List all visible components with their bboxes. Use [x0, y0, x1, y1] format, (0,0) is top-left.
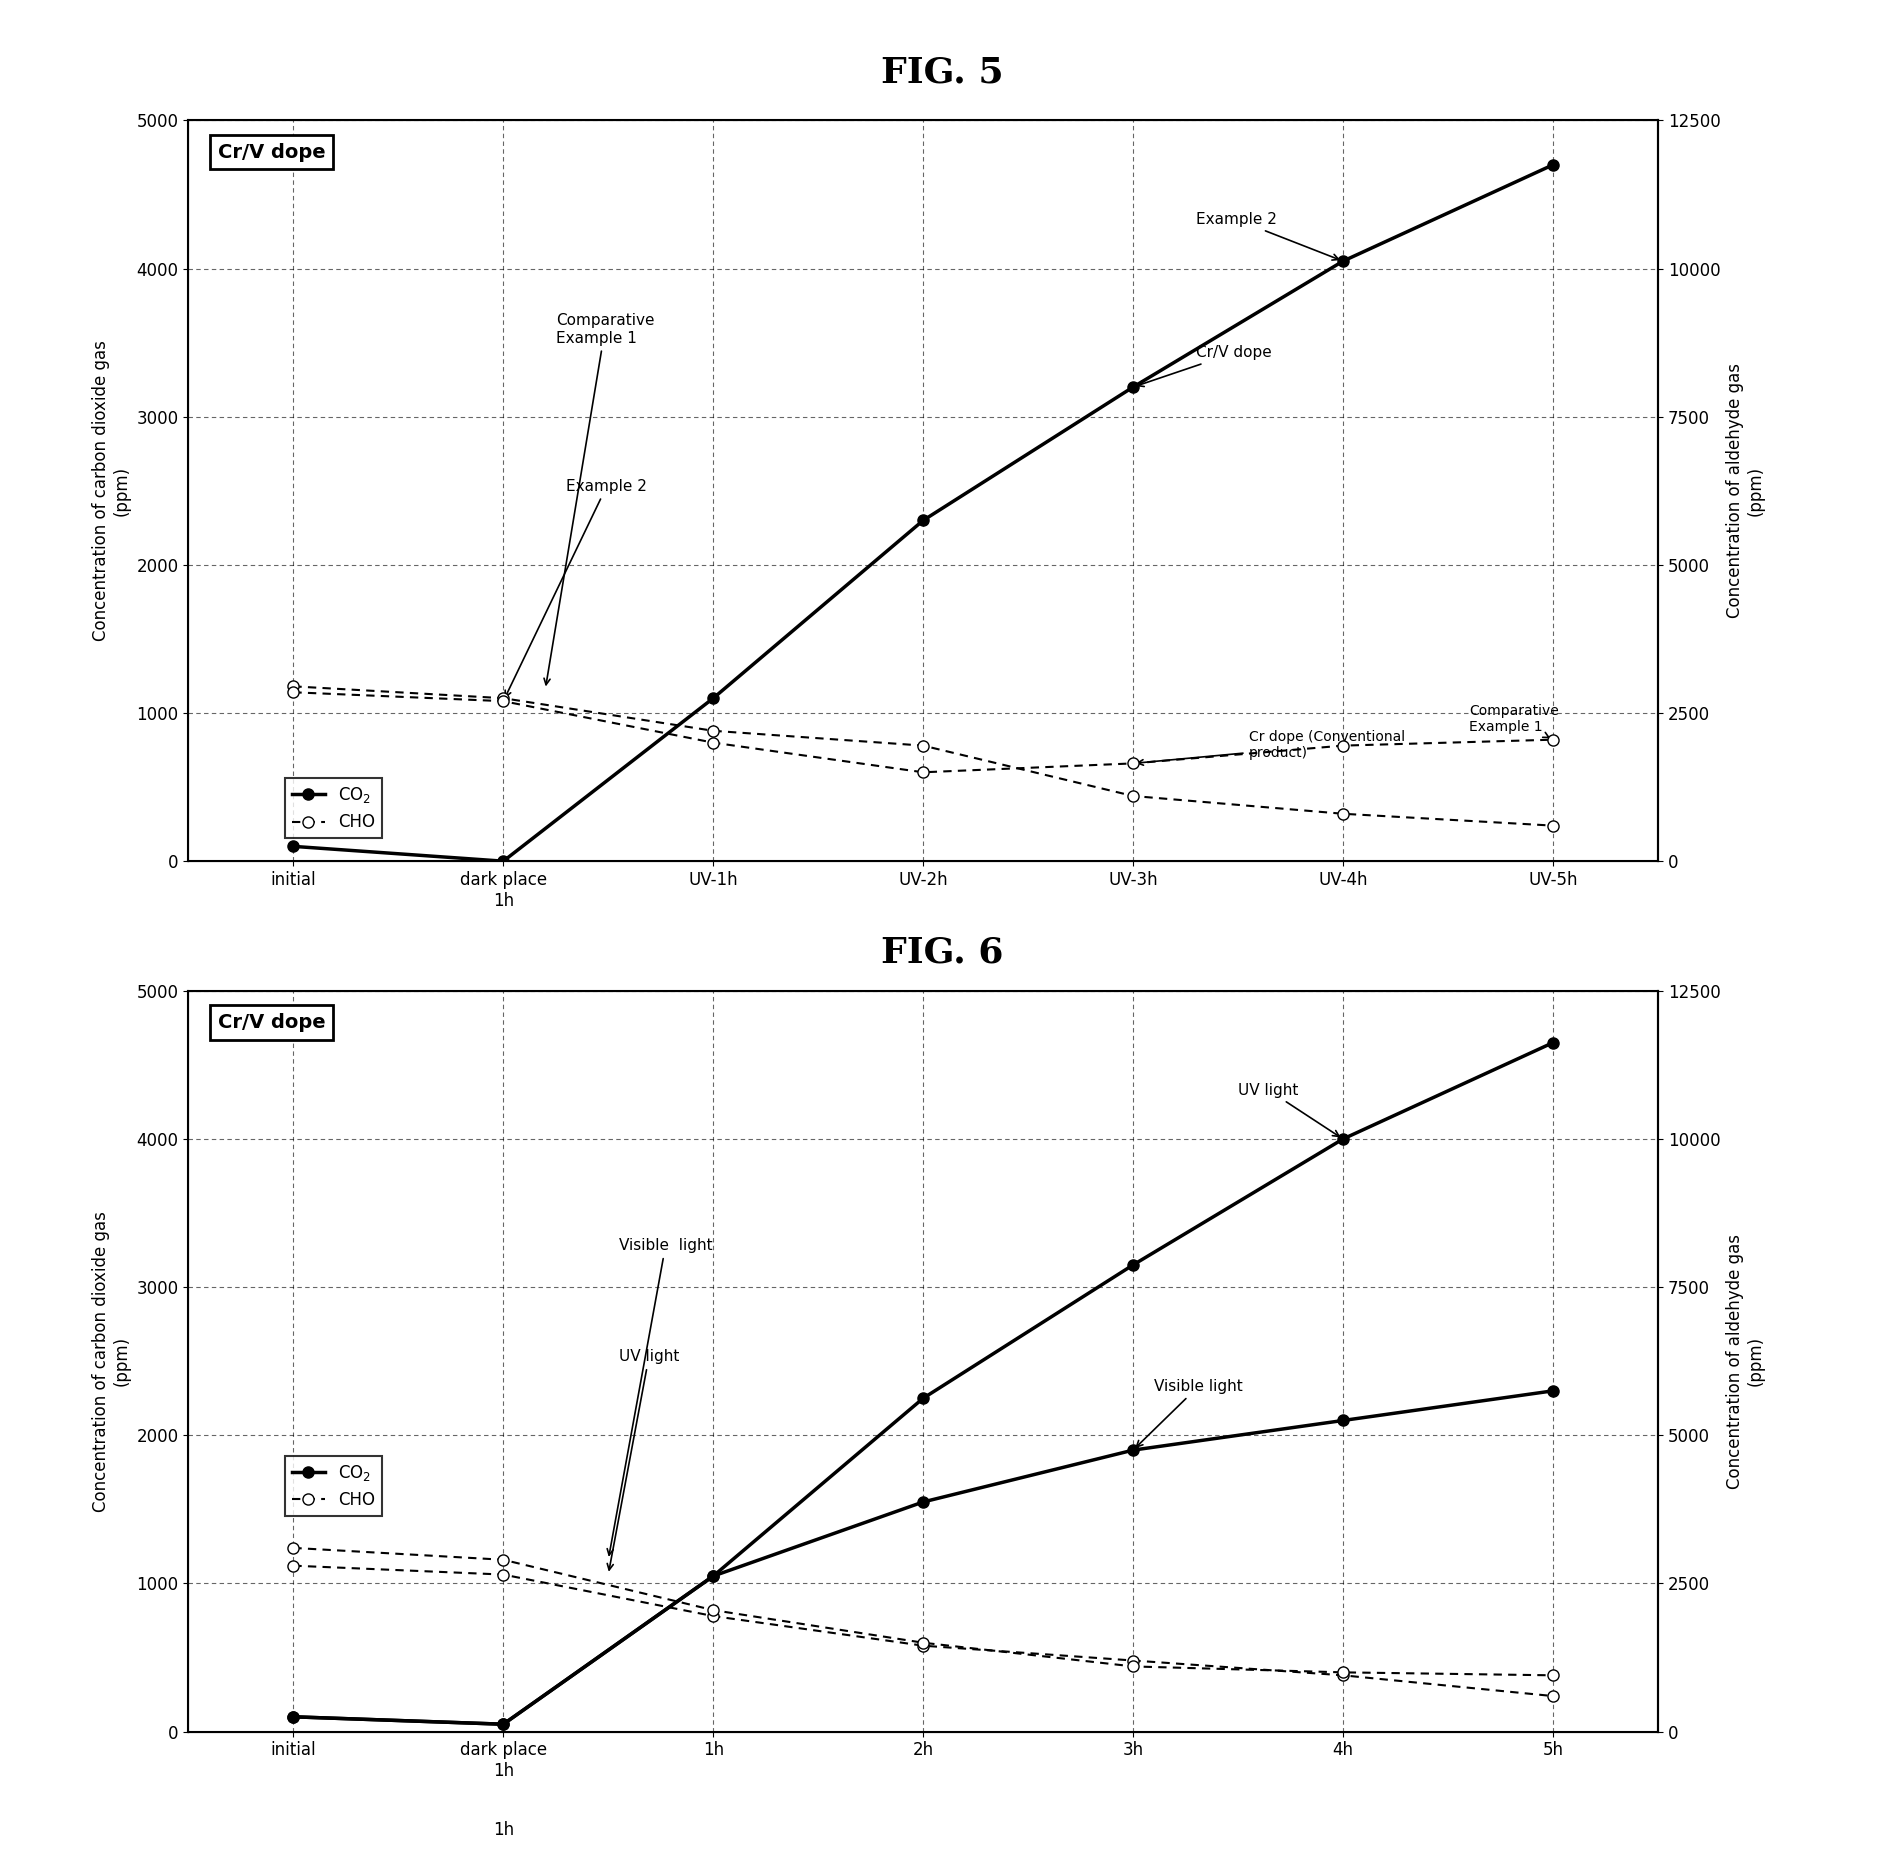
Text: UV light: UV light	[1238, 1083, 1340, 1137]
Text: Cr/V dope: Cr/V dope	[219, 143, 326, 161]
Text: Cr/V dope: Cr/V dope	[219, 1013, 326, 1032]
Text: Example 2: Example 2	[505, 480, 646, 696]
Text: 1h: 1h	[494, 1821, 514, 1839]
Y-axis label: Concentration of aldehyde gas
(ppm): Concentration of aldehyde gas (ppm)	[1726, 1233, 1765, 1489]
Text: Visible light: Visible light	[1136, 1380, 1243, 1446]
Text: FIG. 5: FIG. 5	[880, 56, 1004, 89]
Legend: CO$_2$, CHO: CO$_2$, CHO	[284, 778, 382, 839]
Text: FIG. 6: FIG. 6	[880, 935, 1004, 969]
Text: Cr/V dope: Cr/V dope	[1138, 346, 1272, 387]
Text: Example 2: Example 2	[1196, 213, 1340, 259]
Text: Comparative
Example 1: Comparative Example 1	[1470, 704, 1558, 737]
Text: Comparative
Example 1: Comparative Example 1	[544, 313, 654, 685]
Y-axis label: Concentration of carbon dioxide gas
(ppm): Concentration of carbon dioxide gas (ppm…	[92, 1211, 132, 1511]
Text: UV light: UV light	[607, 1350, 678, 1570]
Y-axis label: Concentration of aldehyde gas
(ppm): Concentration of aldehyde gas (ppm)	[1726, 363, 1765, 619]
Legend: CO$_2$, CHO: CO$_2$, CHO	[284, 1456, 382, 1517]
Text: Visible  light: Visible light	[607, 1239, 712, 1556]
Y-axis label: Concentration of carbon dioxide gas
(ppm): Concentration of carbon dioxide gas (ppm…	[92, 341, 132, 641]
Text: Cr dope (Conventional
product): Cr dope (Conventional product)	[1138, 730, 1405, 765]
